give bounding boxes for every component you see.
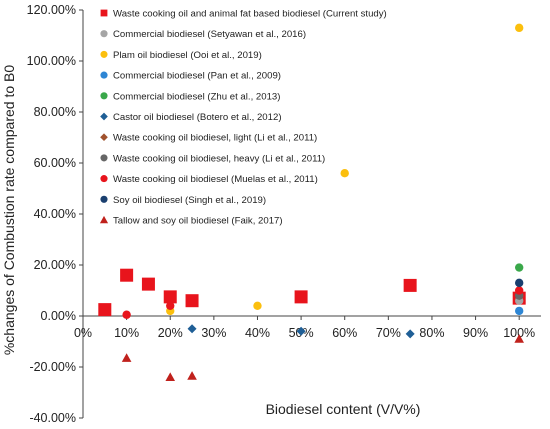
legend-entry-label: Castor oil biodiesel (Botero et al., 201… xyxy=(113,112,282,123)
legend-entry-label: Waste cooking oil biodiesel, light (Li e… xyxy=(113,133,317,144)
x-tick-label: 60% xyxy=(332,326,357,340)
legend-marker xyxy=(100,92,108,100)
x-tick-label: 40% xyxy=(245,326,270,340)
legend-entry-label: Soy oil biodiesel (Singh et al., 2019) xyxy=(113,195,266,206)
legend-marker xyxy=(99,215,109,224)
data-point xyxy=(405,329,415,339)
data-point xyxy=(163,290,177,304)
x-tick-label: 10% xyxy=(114,326,139,340)
legend-marker xyxy=(100,50,108,58)
y-tick-label: 60.00% xyxy=(34,156,76,170)
data-point xyxy=(165,372,176,382)
data-point xyxy=(185,294,199,308)
data-point xyxy=(122,310,131,319)
data-point xyxy=(98,303,112,317)
legend-marker xyxy=(100,71,108,79)
data-point xyxy=(514,278,524,288)
y-tick-label: 80.00% xyxy=(34,105,76,119)
legend-entry-label: Commercial biodiesel (Zhu et al., 2013) xyxy=(113,91,280,102)
data-point xyxy=(294,290,308,304)
x-tick-label: 20% xyxy=(158,326,183,340)
y-tick-label: 40.00% xyxy=(34,207,76,221)
axes: -40.00% -20.00% 0.00% 20.00% 40.00% 60.00% 80.… xyxy=(27,3,541,425)
data-point xyxy=(296,326,306,336)
legend-entry-label: Waste cooking oil biodiesel (Muelas et a… xyxy=(113,174,318,185)
legend-marker xyxy=(100,175,108,183)
data-point xyxy=(166,301,175,310)
data-point xyxy=(340,169,349,178)
data-point xyxy=(253,301,262,310)
x-tick-label: 100% xyxy=(503,326,535,340)
y-tick-label: 120.00% xyxy=(27,3,76,17)
data-point xyxy=(121,353,132,362)
legend-marker xyxy=(100,9,108,17)
y-tick-label: 0.00% xyxy=(41,309,76,323)
data-point xyxy=(141,277,155,291)
x-tick-label: 0% xyxy=(74,326,92,340)
x-tick-label: 70% xyxy=(376,326,401,340)
y-tick-label: 100.00% xyxy=(27,54,76,68)
legend-entry-label: Plam oil biodiesel (Ooi et al., 2019) xyxy=(113,50,262,61)
data-point xyxy=(514,23,524,33)
legend-marker xyxy=(100,133,108,142)
legend: Waste cooking oil and animal fat based b… xyxy=(99,9,387,227)
legend-marker xyxy=(100,112,108,121)
legend-entry-label: Waste cooking oil and animal fat based b… xyxy=(113,9,387,20)
data-point xyxy=(120,268,134,282)
data-point xyxy=(187,324,197,334)
y-axis-title: %changes of Combustion rate compared to … xyxy=(1,65,17,355)
x-axis-title: Biodiesel content (V/V%) xyxy=(266,401,421,417)
data-point xyxy=(514,306,524,316)
x-tick-label: 80% xyxy=(419,326,444,340)
x-tick-label: 30% xyxy=(201,326,226,340)
data-point xyxy=(403,278,417,292)
y-tick-label: -20.00% xyxy=(29,360,76,374)
data-point xyxy=(187,371,197,380)
y-tick-label: 20.00% xyxy=(34,258,76,272)
data-point xyxy=(514,263,524,272)
legend-marker xyxy=(100,30,108,38)
y-tick-label: -40.00% xyxy=(29,411,76,425)
data-point xyxy=(514,286,524,295)
legend-entry-label: Commercial biodiesel (Setyawan et al., 2… xyxy=(113,29,306,40)
legend-marker xyxy=(100,154,108,162)
x-tick-label: 90% xyxy=(463,326,488,340)
legend-entry-label: Waste cooking oil biodiesel, heavy (Li e… xyxy=(113,153,325,164)
data-points xyxy=(98,23,526,382)
legend-entry-label: Tallow and soy oil biodiesel (Faik, 2017… xyxy=(113,216,283,227)
legend-marker xyxy=(100,195,108,203)
data-point xyxy=(514,334,524,343)
legend-entry-label: Commercial biodiesel (Pan et al., 2009) xyxy=(113,71,281,82)
